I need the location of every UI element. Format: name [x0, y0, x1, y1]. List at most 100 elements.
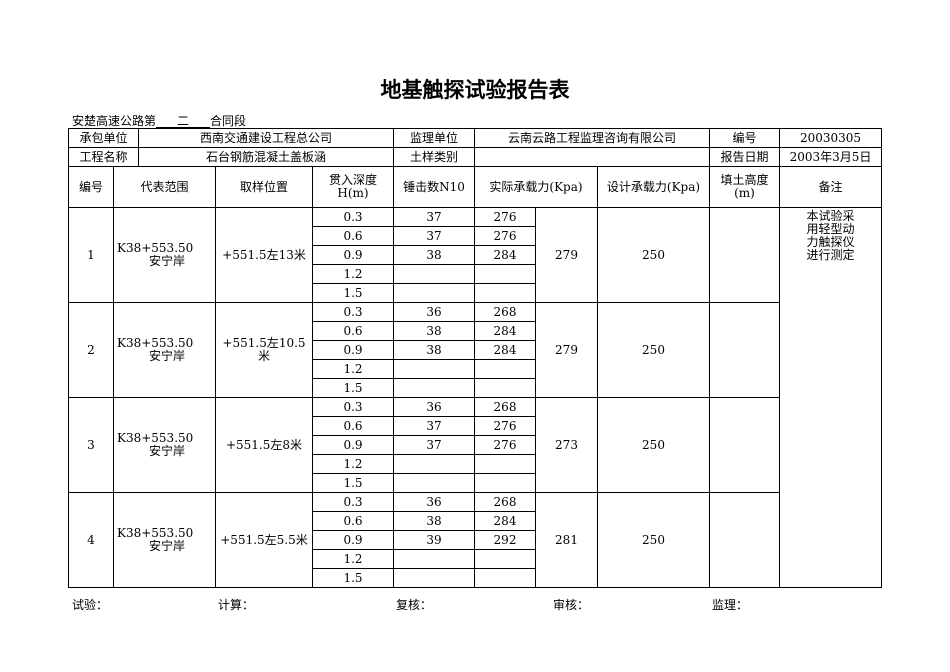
table-row: 0.6 38 284 [69, 321, 882, 341]
section-number: 二 [156, 115, 211, 128]
actual-cell [474, 454, 536, 474]
blows-cell [393, 473, 475, 493]
actual-cell: 268 [474, 302, 536, 322]
range-station: K38+553.50 [117, 336, 194, 350]
group-no: 2 [68, 302, 114, 398]
group-range: K38+553.50 安宁岸 [113, 302, 216, 398]
blows-cell: 36 [393, 302, 475, 322]
depth-cell: 0.9 [312, 530, 394, 550]
actual-cell: 268 [474, 492, 536, 512]
actual-cell: 284 [474, 511, 536, 531]
actual-cell: 276 [474, 416, 536, 436]
depth-cell: 1.5 [312, 568, 394, 588]
group-location: +551.5左10.5米 [215, 302, 313, 398]
actual-cell [474, 568, 536, 588]
group-no: 4 [68, 492, 114, 588]
depth-cell: 0.6 [312, 511, 394, 531]
table-row: 1.5 [69, 568, 882, 588]
blows-cell [393, 283, 475, 303]
blows-cell: 38 [393, 321, 475, 341]
table-row: 4 K38+553.50 安宁岸 +551.5左5.5米 0.3 36 268 281 250 [68, 492, 882, 588]
table-row: 3 K38+553.50 安宁岸 +551.5左8米 0.3 36 268 273 250 [68, 397, 882, 493]
actual-cell: 284 [474, 321, 536, 341]
footer-test: 试验： [72, 598, 109, 612]
remark-cell: 本试验采用轻型动力触探仪进行测定 [779, 207, 882, 588]
header-fill: 填土高度(m) [709, 166, 780, 208]
subtitle-suffix: 合同段 [210, 114, 247, 128]
table-row: 1.2 [69, 359, 882, 379]
table-row: 1.5 [69, 283, 882, 303]
header-design: 设计承载力(Kpa) [597, 166, 710, 208]
date-value: 2003年3月5日 [779, 147, 882, 167]
range-side: 安宁岸 [149, 254, 186, 268]
actual-cell: 268 [474, 397, 536, 417]
range-side: 安宁岸 [149, 444, 186, 458]
table-row: 1 K38+553.50 安宁岸 +551.5左13米 0.3 37 276 279 250 本试… [68, 207, 882, 588]
blows-cell [393, 454, 475, 474]
group-location: +551.5左13米 [215, 207, 313, 303]
number-value: 20030305 [779, 128, 882, 148]
actual-cell [474, 378, 536, 398]
blows-cell [393, 378, 475, 398]
actual-cell: 284 [474, 340, 536, 360]
blows-cell: 37 [393, 416, 475, 436]
date-label: 报告日期 [709, 147, 780, 167]
group-design: 250 [597, 302, 710, 398]
page-title: 地基触探试验报告表 [380, 78, 570, 102]
group-average: 279 [535, 302, 598, 398]
range-station: K38+553.50 [117, 526, 194, 540]
blows-cell: 38 [393, 245, 475, 265]
blows-cell [393, 568, 475, 588]
group-fill [709, 397, 780, 493]
project-value: 石台钢筋混凝土盖板涵 [138, 147, 394, 167]
depth-cell: 0.3 [312, 492, 394, 512]
supervisor-label: 监理单位 [393, 128, 475, 148]
project-label: 工程名称 [68, 147, 139, 167]
blows-cell: 37 [393, 226, 475, 246]
blows-cell [393, 549, 475, 569]
soil-label: 土样类别 [393, 147, 475, 167]
actual-cell: 276 [474, 207, 536, 227]
footer-review: 复核： [396, 598, 433, 612]
actual-cell: 284 [474, 245, 536, 265]
table-row: 1.2 [69, 549, 882, 569]
footer-calc: 计算： [218, 598, 255, 612]
blows-cell: 36 [393, 492, 475, 512]
actual-cell: 276 [474, 226, 536, 246]
header-remark: 备注 [779, 166, 882, 208]
group-fill [709, 207, 780, 303]
table-row: 0.6 38 284 [69, 511, 882, 531]
depth-cell: 0.6 [312, 226, 394, 246]
actual-cell [474, 359, 536, 379]
group-no: 1 [68, 207, 114, 303]
header-actual: 实际承载力(Kpa) [474, 166, 598, 208]
depth-cell: 1.2 [312, 264, 394, 284]
blows-cell [393, 359, 475, 379]
group-average: 279 [535, 207, 598, 303]
group-fill [709, 302, 780, 398]
depth-cell: 0.3 [312, 397, 394, 417]
group-location: +551.5左5.5米 [215, 492, 313, 588]
header-depth: 贯入深度H(m) [312, 166, 394, 208]
depth-cell: 1.5 [312, 473, 394, 493]
contract-section: 安楚高速公路第二合同段 [72, 112, 246, 129]
depth-cell: 1.2 [312, 454, 394, 474]
range-station: K38+553.50 [117, 431, 194, 445]
actual-cell [474, 264, 536, 284]
contractor-label: 承包单位 [68, 128, 139, 148]
header-range: 代表范围 [113, 166, 216, 208]
blows-cell: 38 [393, 340, 475, 360]
header-location: 取样位置 [215, 166, 313, 208]
footer-audit: 审核： [553, 598, 590, 612]
actual-cell [474, 283, 536, 303]
group-range: K38+553.50 安宁岸 [113, 397, 216, 493]
blows-cell: 36 [393, 397, 475, 417]
soil-value [474, 147, 710, 167]
header-blows: 锤击数N10 [393, 166, 475, 208]
blows-cell: 38 [393, 511, 475, 531]
blows-cell: 37 [393, 207, 475, 227]
range-side: 安宁岸 [149, 349, 186, 363]
supervisor-value: 云南云路工程监理咨询有限公司 [474, 128, 710, 148]
group-fill [709, 492, 780, 588]
depth-cell: 0.3 [312, 302, 394, 322]
